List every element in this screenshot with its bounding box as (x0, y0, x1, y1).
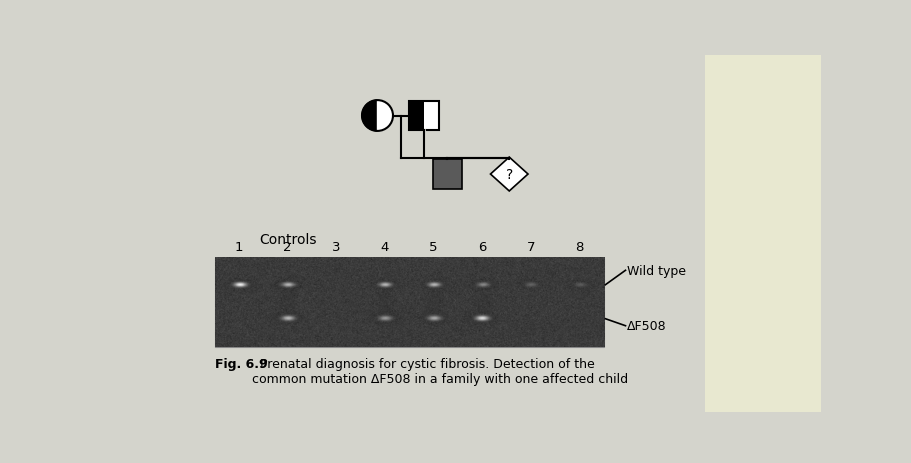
Bar (409, 102, 424, 131)
Text: 8: 8 (575, 241, 583, 254)
Text: Controls: Controls (259, 233, 316, 247)
Bar (432, 160, 462, 189)
Text: Fig. 6.9: Fig. 6.9 (214, 357, 267, 370)
Text: 3: 3 (332, 241, 340, 254)
Bar (114, 56, 704, 412)
Bar (409, 102, 438, 131)
Polygon shape (490, 158, 527, 192)
Text: 7: 7 (526, 241, 535, 254)
Bar (704, 56, 820, 412)
Text: 4: 4 (381, 241, 389, 254)
Text: 5: 5 (429, 241, 437, 254)
Text: 2: 2 (283, 241, 292, 254)
Text: 1: 1 (234, 241, 243, 254)
Bar (424, 102, 438, 131)
Text: 6: 6 (477, 241, 486, 254)
Text: ΔF508: ΔF508 (627, 319, 666, 332)
Text: ?: ? (505, 168, 512, 181)
Bar (214, 258, 603, 348)
Polygon shape (377, 101, 393, 131)
Text: Wild type: Wild type (627, 264, 685, 277)
Text: Prenatal diagnosis for cystic fibrosis. Detection of the
common mutation ΔF508 i: Prenatal diagnosis for cystic fibrosis. … (251, 357, 628, 385)
Polygon shape (362, 101, 377, 131)
